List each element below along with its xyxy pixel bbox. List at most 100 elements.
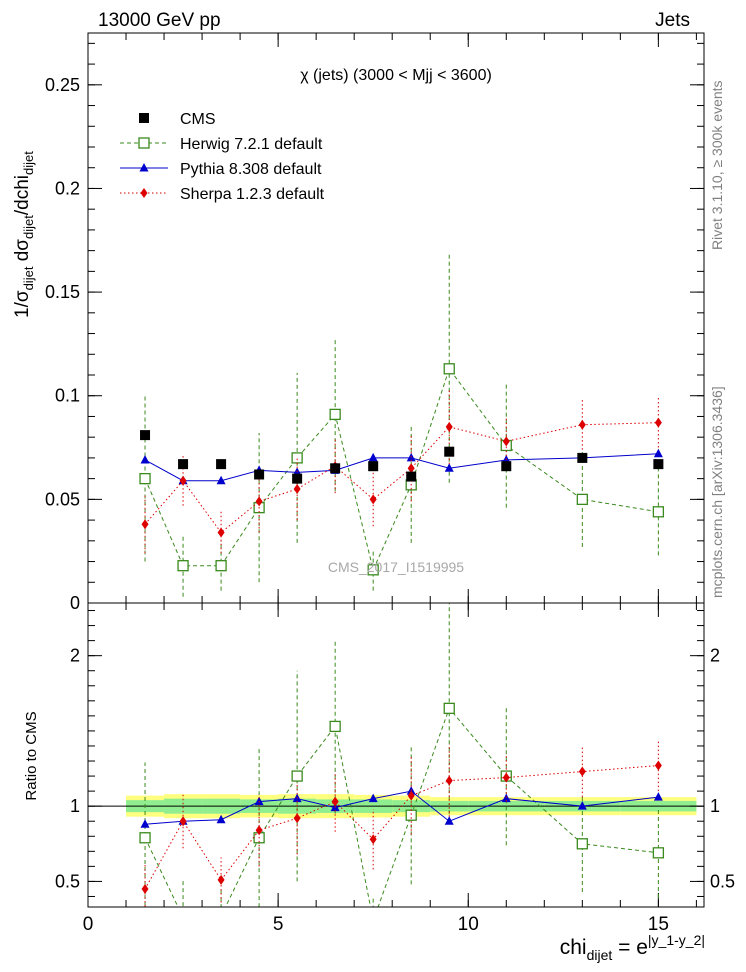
cms-point [501, 461, 512, 472]
herwig-7-2-1-default-ratio-point [291, 770, 303, 782]
sherpa-1-2-3-default-point [445, 421, 453, 432]
pythia-8-308-default-ratio-point [577, 801, 587, 810]
sherpa-1-2-3-default-point [255, 496, 263, 507]
sherpa-1-2-3-default-point [369, 494, 377, 505]
legend-label: Pythia 8.308 default [180, 161, 322, 178]
ratio-y-tick-label: 2 [70, 646, 80, 666]
pythia-8-308-default-point [444, 463, 454, 472]
sherpa-1-2-3-default-ratio-point [331, 796, 339, 807]
pythia-8-308-default-ratio-line [144, 790, 659, 825]
x-tick-label: 10 [458, 914, 479, 935]
sherpa-1-2-3-default-ratio-point [445, 775, 453, 786]
legend-label: CMS [180, 111, 216, 128]
ratio-frame [87, 602, 705, 908]
pythia-8-308-default-point [653, 448, 663, 458]
sherpa-1-2-3-default-ratio-point [369, 834, 377, 845]
sherpa-1-2-3-default-ratio-point [407, 790, 415, 801]
legend-marker [139, 113, 149, 123]
legend-label: Sherpa 1.2.3 default [180, 186, 325, 203]
sherpa-1-2-3-default-point [407, 463, 415, 474]
cms-point [406, 471, 417, 482]
herwig-7-2-1-default-point [367, 564, 379, 576]
main-y-tick-label: 0.15 [45, 282, 80, 302]
cms-point [330, 463, 341, 474]
herwig-7-2-1-default-point [139, 472, 151, 485]
sherpa-1-2-3-default-point [217, 527, 225, 538]
cms-point [140, 430, 151, 441]
sherpa-1-2-3-default-ratio-point [217, 874, 225, 885]
herwig-7-2-1-default-line [144, 367, 659, 572]
herwig-7-2-1-default-ratio-point [576, 838, 588, 850]
pythia-8-308-default-point [140, 454, 150, 464]
ratio-y-tick-label: 0.5 [55, 871, 80, 891]
pythia-8-308-default-point [216, 475, 226, 485]
sherpa-1-2-3-default-point [578, 419, 586, 430]
legend-label: Herwig 7.2.1 default [180, 136, 323, 153]
ratio-y-tick-label-right: 1 [710, 796, 720, 816]
main-y-tick-label: 0.05 [45, 489, 80, 509]
pythia-8-308-default-ratio-point [216, 814, 226, 824]
herwig-7-2-1-default-ratio-point [178, 913, 188, 923]
herwig-7-2-1-default-ratio-point [139, 832, 151, 844]
sherpa-1-2-3-default-ratio-line [144, 765, 659, 890]
herwig-7-2-1-default-ratio-point [652, 847, 665, 859]
herwig-7-2-1-default-ratio-point [443, 702, 455, 714]
herwig-7-2-1-default-ratio-series [139, 603, 665, 926]
herwig-7-2-1-default-point [443, 363, 455, 375]
legend: CMS Herwig 7.2.1 default Pythia 8.308 defa… [120, 111, 325, 203]
sherpa-1-2-3-default-ratio-point [654, 760, 662, 771]
sherpa-1-2-3-default-point [141, 519, 149, 530]
legend-marker [138, 137, 150, 149]
sherpa-1-2-3-default-ratio-point [578, 766, 586, 777]
ratio-y-tick-label-right: 0.5 [710, 871, 735, 891]
herwig-7-2-1-default-point [215, 560, 227, 572]
mcplots-label: mcplots.cern.ch [arXiv:1306.3436] [709, 386, 725, 598]
sherpa-1-2-3-default-series [141, 389, 662, 554]
main-y-tick-label: 0.25 [45, 75, 80, 95]
ratio-y-tick-label-right: 2 [710, 646, 720, 666]
herwig-7-2-1-default-ratio-point [216, 911, 226, 921]
pythia-8-308-default-line [144, 453, 659, 482]
sherpa-1-2-3-default-point [654, 417, 662, 428]
cms-series [140, 430, 664, 484]
sherpa-1-2-3-default-point [293, 484, 301, 494]
cms-point [577, 452, 588, 463]
sherpa-1-2-3-default-ratio-point [293, 813, 301, 824]
pythia-8-308-default-point [368, 452, 378, 462]
ratio-y-tick-label: 1 [70, 796, 80, 816]
sherpa-1-2-3-default-ratio-point [255, 825, 263, 836]
cms-point [444, 446, 455, 457]
sherpa-1-2-3-default-ratio-point [502, 772, 510, 783]
cms-point [178, 459, 189, 470]
cms-point [368, 461, 379, 472]
main-panel: 0 0.05 0.1 0.15 0.2 0.25 χ (jets) (3000 < Mjj … [45, 32, 705, 907]
sherpa-1-2-3-default-point [179, 475, 187, 486]
cms-point [254, 469, 265, 480]
sherpa-1-2-3-default-ratio-series [141, 739, 662, 907]
sherpa-1-2-3-default-point [502, 436, 510, 447]
chart-title: χ (jets) (3000 < Mjj < 3600) [300, 67, 492, 84]
header-right: Jets [655, 10, 690, 31]
x-tick-label: 0 [83, 914, 94, 935]
x-axis-label: chidijet = e|y_1-y_2| [560, 932, 705, 963]
header-left: 13000 GeV pp [98, 10, 221, 31]
main-y-tick-label: 0 [70, 593, 80, 613]
legend-marker [139, 163, 149, 172]
pythia-8-308-default-ratio-point [368, 793, 378, 803]
x-tick-label: 5 [273, 914, 284, 935]
herwig-7-2-1-default-point [576, 493, 588, 506]
pythia-8-308-default-ratio-point [501, 793, 511, 803]
herwig-7-2-1-default-ratio-point [368, 916, 378, 926]
herwig-7-2-1-default-point [652, 506, 665, 518]
sherpa-1-2-3-default-ratio-point [179, 816, 187, 827]
pythia-8-308-default-ratio-point [653, 792, 663, 801]
ratio-data [88, 603, 704, 926]
x-tick-label: 15 [648, 914, 669, 935]
rivet-label: Rivet 3.1.10, ≥ 300k events [709, 80, 725, 250]
herwig-7-2-1-default-point [177, 560, 189, 572]
cms-point [216, 459, 227, 470]
ratio-y-axis-label: Ratio to CMS [23, 711, 40, 800]
main-data [139, 254, 665, 597]
herwig-7-2-1-default-series [139, 254, 665, 597]
